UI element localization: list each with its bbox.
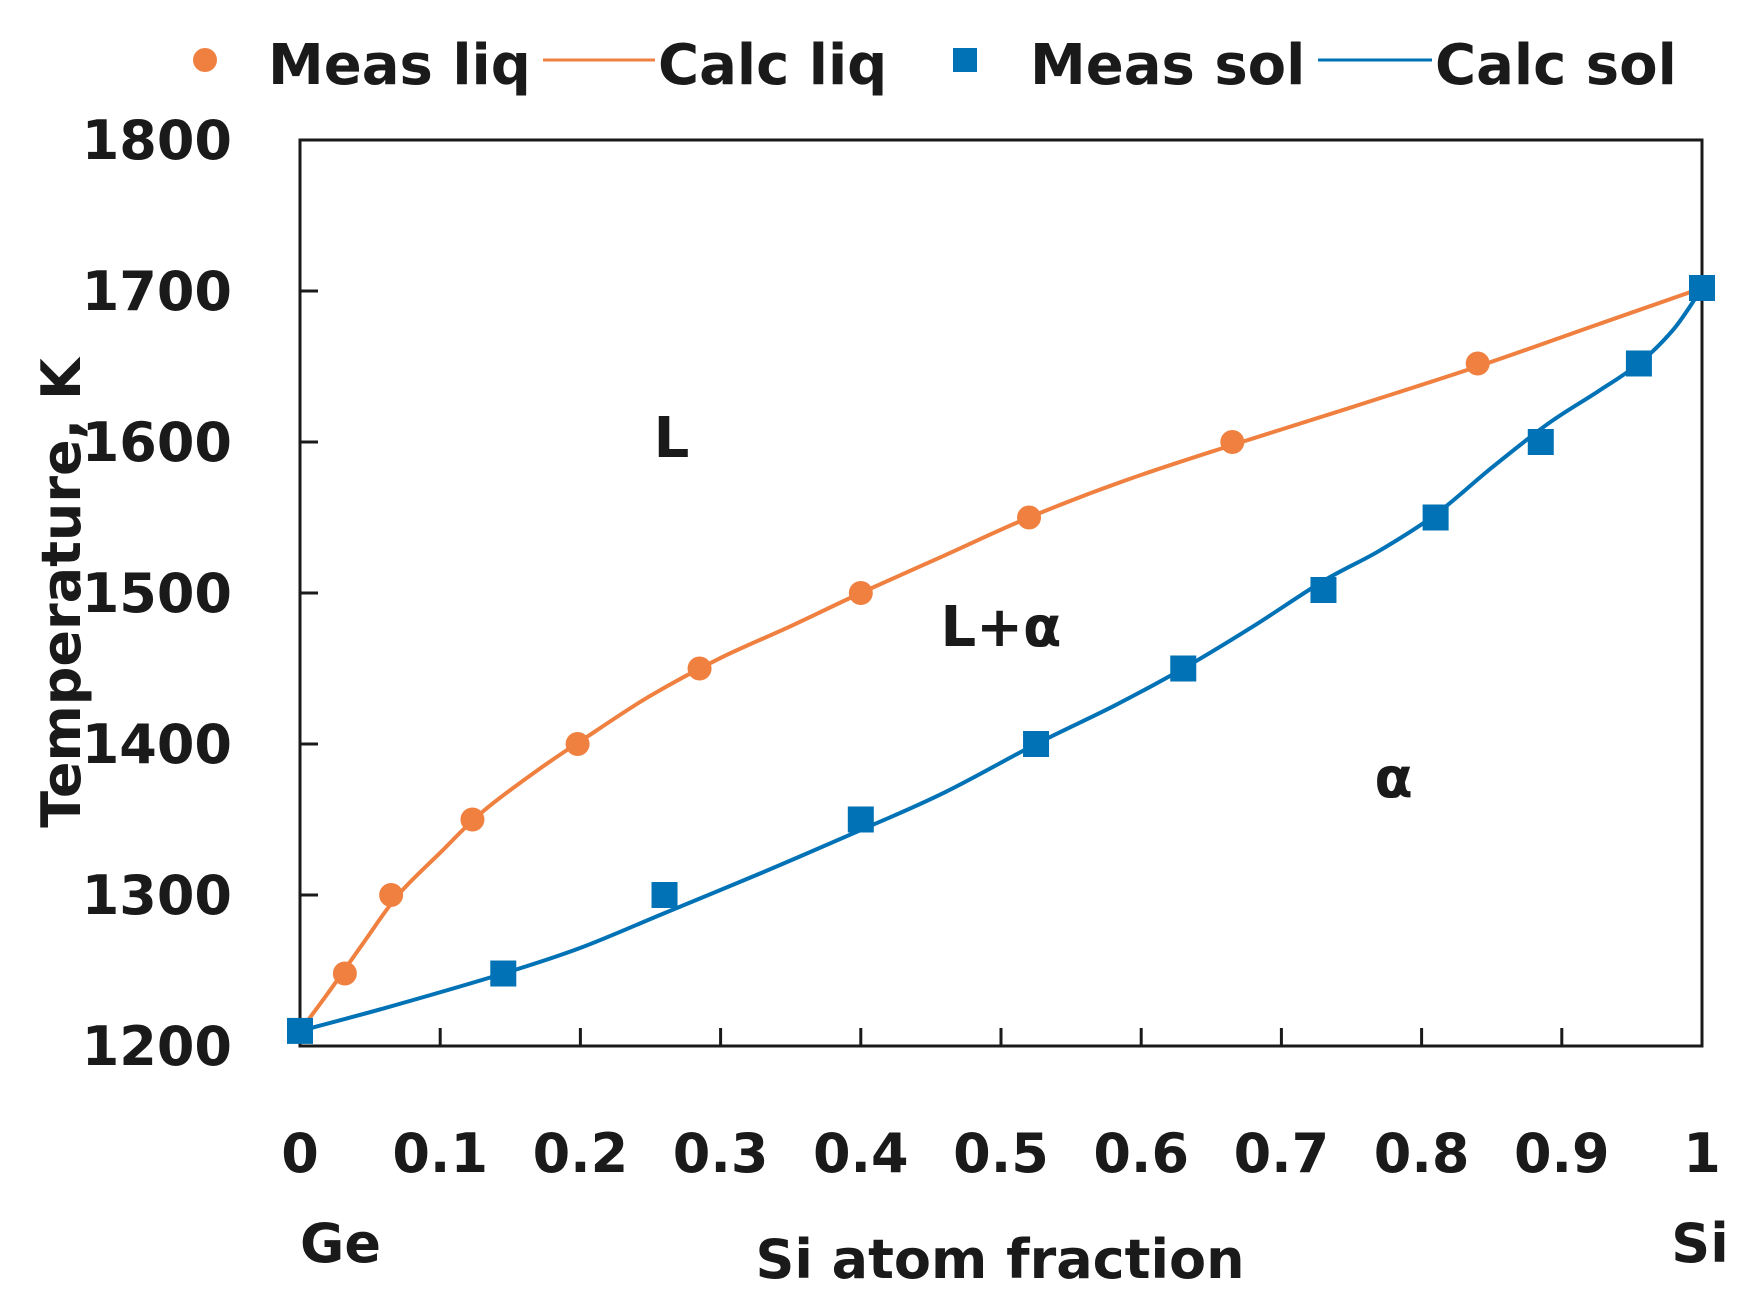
y-tick-label-1600: 1600 [82,411,232,474]
point-meas-sol-1 [490,960,517,987]
y-tick-label-1800: 1800 [82,109,232,172]
point-meas-sol-5 [1170,655,1197,682]
point-meas-sol-7 [1422,504,1449,531]
x-tick-label-0-4: 0.4 [813,1122,909,1185]
y-axis-title: Temperature, K [30,356,93,828]
y-tick-label-1500: 1500 [82,562,232,625]
x-tick-label-0-5: 0.5 [953,1122,1049,1185]
x-tick-label-1: 1 [1683,1122,1721,1185]
point-meas-sol-8 [1527,429,1554,455]
x-axis-title: Si atom fraction [755,1228,1244,1291]
y-tick-label-1300: 1300 [82,864,232,927]
point-meas-sol-9 [1625,350,1652,377]
x-tick-label-0-8: 0.8 [1374,1122,1470,1185]
legend-label-calc-liq: Calc liq [658,33,887,98]
point-meas-liq-6 [848,581,873,605]
region-label-0: L [654,406,690,471]
x-end-label-ge: Ge [300,1212,381,1275]
region-label-1: L+α [940,595,1061,660]
legend-marker-meas-sol [953,48,977,72]
point-meas-sol-2 [651,882,678,908]
point-meas-sol-3 [847,806,874,833]
x-tick-label-0-6: 0.6 [1093,1122,1189,1185]
point-meas-liq-3 [460,807,485,832]
region-annotations: L L+α α [654,406,1413,811]
x-tick-label-0-7: 0.7 [1234,1122,1330,1185]
point-meas-liq-9 [1465,351,1490,376]
legend: Meas liq Calc liq Meas sol Calc sol [193,33,1677,98]
legend-label-meas-liq: Meas liq [268,33,531,98]
point-meas-sol-6 [1310,576,1337,603]
legend-item-calc-sol: Calc sol [1318,33,1677,98]
point-meas-liq-8 [1220,430,1245,454]
point-meas-sol-10 [1689,274,1715,301]
point-meas-liq-2 [379,883,404,907]
y-tick-label-1700: 1700 [82,260,232,323]
region-label-2: α [1374,746,1412,811]
legend-item-calc-liq: Calc liq [543,33,887,98]
point-meas-liq-4 [565,732,590,756]
legend-item-meas-liq: Meas liq [193,33,531,98]
point-meas-sol-0 [287,1017,313,1044]
legend-label-calc-sol: Calc sol [1435,33,1677,98]
y-tick-label-1400: 1400 [82,713,232,776]
series-line-calc-sol [298,286,1704,1033]
series-lines [298,286,1704,1033]
series-line-calc-liq [298,286,1704,1033]
x-tick-label-0-1: 0.1 [392,1122,488,1185]
legend-marker-meas-liq [193,48,217,72]
point-meas-sol-4 [1023,731,1050,757]
point-meas-liq-7 [1017,505,1042,530]
x-tick-label-0: 0 [281,1122,319,1185]
x-axis-ticks: 0 0.1 0.2 0.3 0.4 0.5 0.6 0.7 0.8 0.9 1 [281,1028,1721,1185]
legend-label-meas-sol: Meas sol [1030,33,1305,98]
y-tick-label-1200: 1200 [82,1015,232,1078]
x-tick-label-0-9: 0.9 [1514,1122,1610,1185]
legend-item-meas-sol: Meas sol [953,33,1305,98]
plot-area-frame [298,138,1704,1048]
x-tick-label-0-3: 0.3 [673,1122,769,1185]
x-tick-label-0-2: 0.2 [533,1122,629,1185]
x-end-label-si: Si [1671,1212,1728,1275]
series-markers [287,274,1715,1044]
y-axis-ticks: 1200 1300 1400 1500 1600 1700 1800 [82,109,318,1078]
point-meas-liq-1 [332,961,357,986]
point-meas-liq-5 [687,656,712,681]
